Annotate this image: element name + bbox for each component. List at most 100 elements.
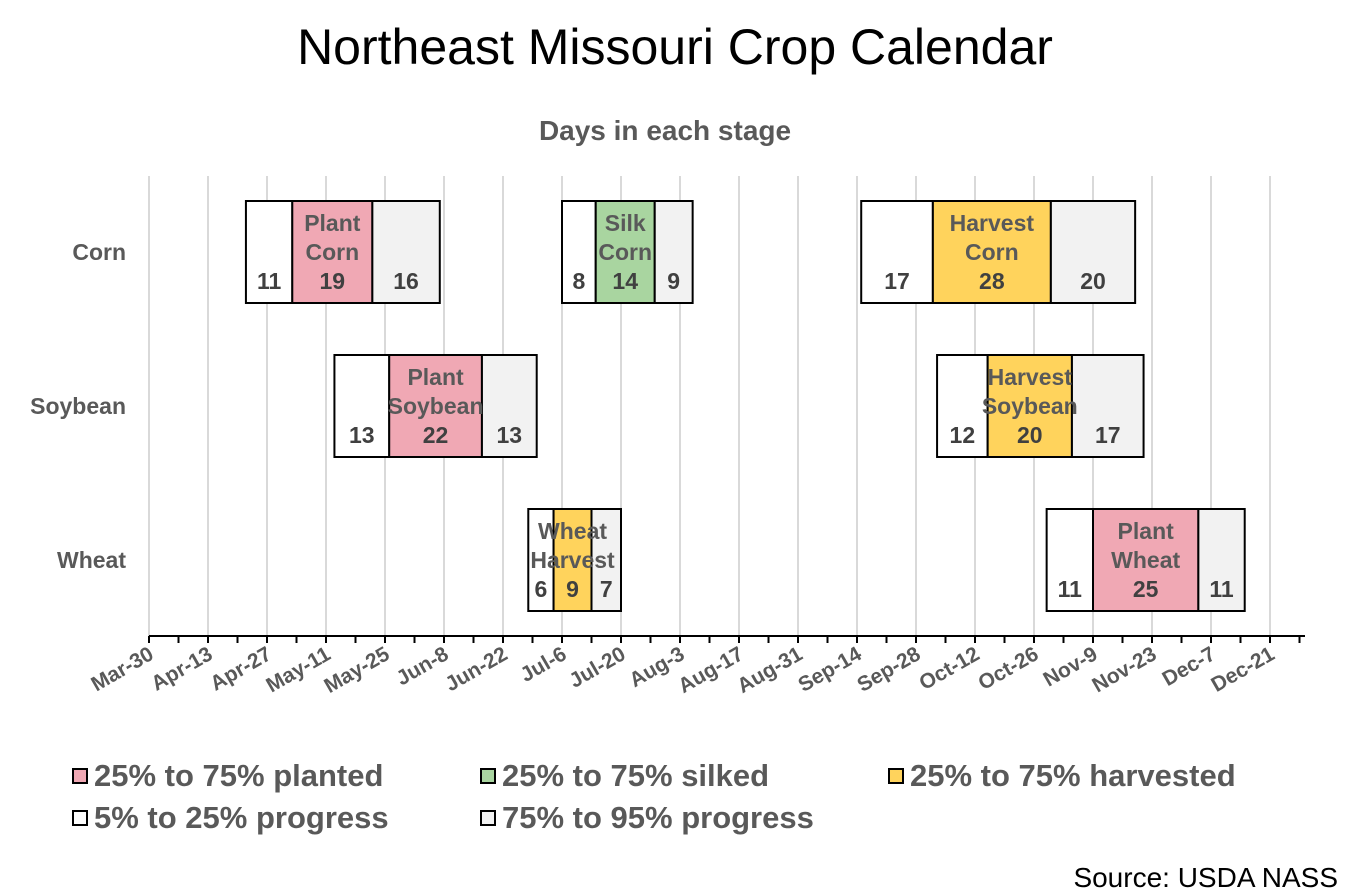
early-segment <box>860 200 934 304</box>
day-count-label: 12 <box>950 422 976 448</box>
legend-swatch-harvested <box>888 768 904 784</box>
late-segment <box>480 354 538 458</box>
legend-label-late: 75% to 95% progress <box>502 800 814 835</box>
late-segment <box>1070 354 1145 458</box>
main-segment <box>291 200 374 304</box>
x-tick-label: Sep-28 <box>853 642 924 697</box>
late-segment <box>1197 508 1246 612</box>
day-count-label: 11 <box>1209 576 1234 602</box>
main-segment <box>931 200 1052 304</box>
legend-item-planted: 25% to 75% planted <box>72 758 383 794</box>
event-harvest-soybean: 12 20 17 Harvest Soybean <box>936 354 1145 458</box>
late-segment <box>590 508 622 612</box>
stage-label: Corn <box>305 239 359 265</box>
stage-label: Harvest <box>988 364 1073 390</box>
late-segment <box>371 200 441 304</box>
x-tick-label: Apr-27 <box>206 642 275 695</box>
legend-item-silked: 25% to 75% silked <box>480 758 769 794</box>
day-count-label: 17 <box>884 268 910 294</box>
event-plant-wheat: 11 25 11 Plant Wheat <box>1045 508 1246 612</box>
x-tick-label: May-11 <box>262 642 334 697</box>
day-count-label: 8 <box>572 268 585 294</box>
x-tick-label: Aug-31 <box>733 642 806 698</box>
main-segment <box>552 508 593 612</box>
early-segment <box>1045 508 1094 612</box>
stage-label: Plant <box>407 364 464 390</box>
x-tick-label: Nov-23 <box>1088 642 1160 697</box>
x-tick-label: Oct-26 <box>974 642 1042 695</box>
legend-swatch-silked <box>480 768 496 784</box>
stage-label: Wheat <box>1111 547 1180 573</box>
day-count-label: 13 <box>349 422 375 448</box>
stage-label: Soybean <box>388 393 484 419</box>
stage-label: Silk <box>605 210 646 236</box>
legend-item-early: 5% to 25% progress <box>72 800 389 836</box>
chart-title: Northeast Missouri Crop Calendar <box>297 19 1053 75</box>
x-tick-label: Sep-14 <box>794 642 865 697</box>
x-tick-label: Jul-20 <box>565 642 629 692</box>
stage-label: Harvest <box>950 210 1035 236</box>
early-segment <box>936 354 989 458</box>
early-segment <box>244 200 294 304</box>
x-tick-label: May-25 <box>320 642 393 698</box>
legend-swatch-late <box>480 810 496 826</box>
row-label: Wheat <box>57 547 126 573</box>
stage-label: Corn <box>598 239 652 265</box>
late-segment <box>1049 200 1137 304</box>
legend-label-early: 5% to 25% progress <box>94 800 389 835</box>
event-silk-corn: 8 14 9 Silk Corn <box>561 200 694 304</box>
day-count-label: 20 <box>1017 422 1043 448</box>
x-tick-label: Mar-30 <box>87 642 157 696</box>
day-count-label: 13 <box>497 422 523 448</box>
x-tick-label: Apr-13 <box>147 642 216 695</box>
stage-label: Plant <box>1118 518 1175 544</box>
day-count-label: 16 <box>393 268 419 294</box>
early-segment <box>333 354 391 458</box>
day-count-label: 7 <box>600 576 613 602</box>
stage-label: Corn <box>965 239 1019 265</box>
main-segment <box>986 354 1073 458</box>
stage-label: Wheat <box>538 518 607 544</box>
legend-swatch-early <box>72 810 88 826</box>
x-tick-label: Aug-17 <box>674 642 747 698</box>
early-segment <box>561 200 597 304</box>
stage-label: Harvest <box>530 547 615 573</box>
stage-label: Soybean <box>982 393 1078 419</box>
stage-label: Plant <box>304 210 361 236</box>
x-axis: Mar-30Apr-13Apr-27May-11May-25Jun-8Jun-2… <box>87 635 1305 698</box>
day-count-label: 28 <box>979 268 1005 294</box>
day-count-label: 6 <box>535 576 548 602</box>
legend-label-planted: 25% to 75% planted <box>94 758 384 793</box>
event-bars: 11 19 16 Plant Corn 8 14 9 Silk Corn 17 28 20 Harvest… <box>244 200 1246 612</box>
event-wheat-harvest: 6 9 7 Wheat Harvest <box>527 508 622 612</box>
day-count-label: 14 <box>612 268 638 294</box>
late-segment <box>653 200 694 304</box>
legend-item-harvested: 25% to 75% harvested <box>888 758 1236 794</box>
day-count-label: 25 <box>1133 576 1159 602</box>
row-label: Soybean <box>30 393 126 419</box>
crop-calendar-chart: Corn Soybean Wheat 11 19 16 Plant Corn 8 14 9 Silk… <box>30 176 1305 698</box>
x-tick-label: Jun-22 <box>441 642 511 696</box>
legend-swatch-planted <box>72 768 88 784</box>
x-tick-label: Dec-21 <box>1207 642 1278 697</box>
row-labels: Corn Soybean Wheat <box>30 239 126 573</box>
legend-item-late: 75% to 95% progress <box>480 800 814 836</box>
day-count-label: 19 <box>320 268 346 294</box>
day-count-label: 9 <box>667 268 680 294</box>
day-count-label: 11 <box>1058 576 1083 602</box>
source-note: Source: USDA NASS <box>1073 862 1338 893</box>
day-count-label: 11 <box>257 268 282 294</box>
x-tick-label: Oct-12 <box>915 642 983 695</box>
day-count-label: 17 <box>1095 422 1121 448</box>
chart-subtitle: Days in each stage <box>538 115 792 146</box>
event-harvest-corn: 17 28 20 Harvest Corn <box>860 200 1137 304</box>
x-tick-label: Jul-6 <box>517 642 571 686</box>
event-plant-corn: 11 19 16 Plant Corn <box>244 200 441 304</box>
day-count-label: 9 <box>566 576 579 602</box>
day-count-label: 22 <box>423 422 449 448</box>
row-label: Corn <box>72 239 126 265</box>
event-plant-soybean: 13 22 13 Plant Soybean <box>333 354 538 458</box>
legend-label-harvested: 25% to 75% harvested <box>910 758 1236 793</box>
day-count-label: 20 <box>1080 268 1106 294</box>
main-segment <box>388 354 483 458</box>
